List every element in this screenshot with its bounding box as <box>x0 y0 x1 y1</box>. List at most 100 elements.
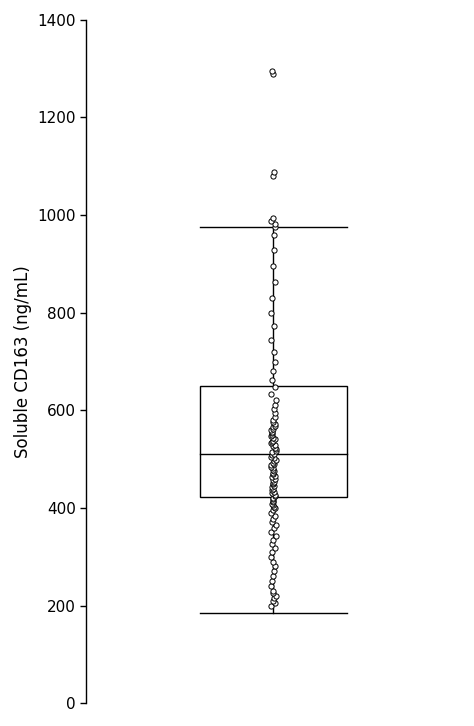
Point <box>271 458 278 470</box>
Point <box>267 461 274 473</box>
Point <box>271 476 278 487</box>
Bar <box>200 386 346 497</box>
Point <box>267 388 274 399</box>
Point <box>268 538 275 550</box>
Point <box>270 513 277 524</box>
Point <box>271 277 279 288</box>
Point <box>271 221 279 233</box>
Point <box>269 492 276 503</box>
Point <box>271 411 279 423</box>
Point <box>270 523 278 534</box>
Point <box>271 452 278 464</box>
Point <box>268 65 276 77</box>
Point <box>269 441 277 452</box>
Point <box>267 580 275 592</box>
Point <box>272 444 279 455</box>
Point <box>269 483 277 494</box>
Point <box>269 474 276 486</box>
Point <box>269 462 276 474</box>
Point <box>269 595 277 606</box>
Point <box>270 486 277 497</box>
Point <box>267 307 275 319</box>
Point <box>269 68 277 79</box>
Point <box>272 407 279 419</box>
Point <box>269 422 277 433</box>
Point <box>267 438 275 449</box>
Point <box>270 457 277 468</box>
Point <box>268 484 276 496</box>
Point <box>270 416 277 428</box>
Point <box>271 489 278 500</box>
Point <box>269 478 276 490</box>
Point <box>270 587 277 599</box>
Point <box>269 261 277 272</box>
Point <box>268 436 276 448</box>
Point <box>272 590 280 602</box>
Point <box>270 245 278 256</box>
Point <box>269 468 277 480</box>
Point <box>270 404 278 415</box>
Point <box>269 365 277 377</box>
Point <box>267 460 275 471</box>
Point <box>269 429 276 441</box>
Point <box>267 526 274 538</box>
Point <box>268 546 276 558</box>
Point <box>267 451 274 462</box>
Point <box>270 480 278 492</box>
Point <box>267 507 275 518</box>
Point <box>272 454 280 465</box>
Point <box>270 166 278 178</box>
Point <box>270 566 278 577</box>
Point <box>269 493 277 505</box>
Point <box>271 420 279 432</box>
Point <box>271 439 279 451</box>
Point <box>271 455 278 467</box>
Point <box>270 464 277 476</box>
Point <box>271 218 278 229</box>
Point <box>268 498 275 510</box>
Point <box>267 215 274 227</box>
Point <box>269 585 277 597</box>
Point <box>272 519 280 531</box>
Point <box>267 431 275 442</box>
Point <box>271 399 279 411</box>
Point <box>271 502 278 514</box>
Point <box>269 556 276 568</box>
Point <box>272 473 279 484</box>
Point <box>271 560 279 572</box>
Point <box>271 442 279 454</box>
Point <box>270 448 277 460</box>
Point <box>272 531 279 542</box>
Point <box>271 229 278 240</box>
Point <box>269 170 277 182</box>
Point <box>268 428 276 439</box>
Point <box>267 334 275 346</box>
Point <box>271 592 278 604</box>
Point <box>269 432 277 444</box>
Point <box>271 470 278 481</box>
Point <box>267 600 275 611</box>
Point <box>268 425 275 436</box>
Point <box>272 445 280 457</box>
Point <box>271 597 279 609</box>
Point <box>271 356 279 367</box>
Point <box>269 293 276 304</box>
Point <box>270 321 278 333</box>
Point <box>268 426 276 438</box>
Point <box>268 374 276 386</box>
Point <box>268 575 276 587</box>
Point <box>267 551 275 563</box>
Point <box>269 435 277 446</box>
Point <box>269 499 277 511</box>
Point <box>271 418 279 430</box>
Point <box>268 487 276 499</box>
Point <box>272 510 279 521</box>
Point <box>269 481 276 493</box>
Point <box>269 534 277 546</box>
Point <box>269 497 277 508</box>
Point <box>269 495 276 507</box>
Point <box>268 515 275 527</box>
Point <box>272 381 279 393</box>
Point <box>269 212 277 224</box>
Point <box>268 471 275 483</box>
